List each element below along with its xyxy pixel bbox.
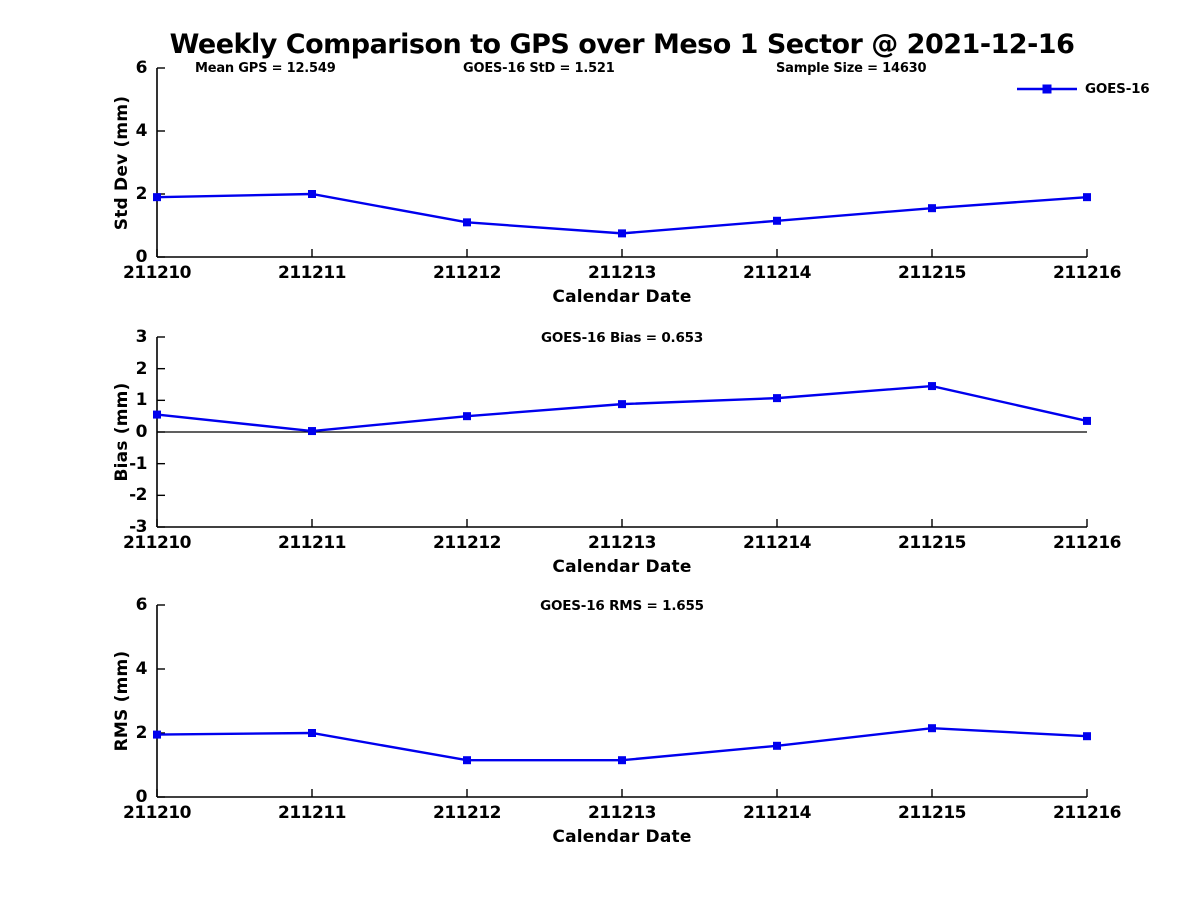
y-axis-label-std-dev: Std Dev (mm) xyxy=(112,95,132,230)
series-marker xyxy=(1083,193,1091,202)
series-marker xyxy=(928,382,936,391)
x-tick-label: 211212 xyxy=(433,533,501,553)
series-marker xyxy=(153,193,161,202)
annotation-goes-std: GOES-16 StD = 1.521 xyxy=(463,61,615,76)
series-marker xyxy=(618,229,626,238)
series-line-goes-16 xyxy=(156,384,1088,433)
x-tick-label: 211210 xyxy=(123,803,191,823)
series-marker xyxy=(1083,732,1091,741)
annotation-sample-size: Sample Size = 14630 xyxy=(776,61,927,76)
y-tick-label: -2 xyxy=(129,485,147,506)
series-marker xyxy=(773,216,781,225)
legend: GOES-16 xyxy=(1016,81,1150,97)
series-marker xyxy=(773,741,781,750)
x-tick-label: 211211 xyxy=(278,263,346,283)
series-marker xyxy=(308,729,316,737)
x-tick-label: 211213 xyxy=(588,803,656,823)
y-tick-label: 2 xyxy=(135,358,148,379)
series-marker xyxy=(153,410,161,419)
x-tick-label: 211210 xyxy=(123,263,191,283)
y-tick-label: 0 xyxy=(135,787,148,807)
y-tick-label: 0 xyxy=(135,422,148,442)
y-tick-label: 6 xyxy=(135,595,148,615)
x-axis-label-rms: Calendar Date xyxy=(552,827,692,847)
series-marker xyxy=(463,756,471,765)
x-tick-label: 211212 xyxy=(433,263,501,283)
x-tick-label: 211212 xyxy=(433,803,501,823)
x-tick-label: 211215 xyxy=(898,803,966,823)
x-tick-label: 211214 xyxy=(743,263,811,283)
x-axis-label-bias: Calendar Date xyxy=(552,557,692,577)
series-line-goes-16 xyxy=(156,192,1088,235)
series-marker xyxy=(618,400,626,409)
legend-line-marker-icon xyxy=(1017,84,1077,94)
x-tick-label: 211216 xyxy=(1053,803,1121,823)
x-tick-label: 211214 xyxy=(743,803,811,823)
series-marker xyxy=(308,427,316,436)
plot-area-std-dev xyxy=(153,67,1091,258)
y-tick-label: -3 xyxy=(129,517,147,537)
series-marker xyxy=(153,730,161,739)
figure-title: Weekly Comparison to GPS over Meso 1 Sec… xyxy=(169,29,1075,60)
series-marker xyxy=(928,724,936,733)
series-marker xyxy=(463,412,471,421)
x-tick-label: 211211 xyxy=(278,803,346,823)
series-marker xyxy=(463,218,471,227)
x-tick-label: 211215 xyxy=(898,533,966,553)
series-marker xyxy=(308,190,316,198)
y-tick-label: 2 xyxy=(135,723,148,743)
x-axis-label-std-dev: Calendar Date xyxy=(552,287,692,307)
plot-area-rms xyxy=(153,604,1091,798)
y-tick-label: 4 xyxy=(135,659,148,679)
series-marker xyxy=(928,204,936,213)
y-tick-label: 0 xyxy=(135,247,148,267)
y-axis-label-rms: RMS (mm) xyxy=(112,650,132,752)
x-tick-label: 211216 xyxy=(1053,263,1121,283)
y-tick-label: -1 xyxy=(129,453,147,474)
y-tick-label: 4 xyxy=(135,121,148,141)
legend-label: GOES-16 xyxy=(1085,81,1150,97)
annotation-mean-gps: Mean GPS = 12.549 xyxy=(195,61,336,76)
series-marker xyxy=(618,756,626,765)
x-tick-label: 211213 xyxy=(588,533,656,553)
series-line-goes-16 xyxy=(156,726,1088,762)
x-tick-label: 211213 xyxy=(588,263,656,283)
y-tick-label: 1 xyxy=(135,390,148,411)
series-marker xyxy=(1083,416,1091,425)
x-tick-label: 211211 xyxy=(278,533,346,553)
x-tick-label: 211215 xyxy=(898,263,966,283)
x-tick-label: 211216 xyxy=(1053,533,1121,553)
subplot-title-rms: GOES-16 RMS = 1.655 xyxy=(540,598,704,614)
series-marker xyxy=(773,394,781,403)
plot-area-bias xyxy=(153,336,1091,528)
y-tick-label: 2 xyxy=(135,184,148,204)
x-tick-label: 211210 xyxy=(123,533,191,553)
y-tick-label: 3 xyxy=(135,327,148,347)
x-tick-label: 211214 xyxy=(743,533,811,553)
subplot-title-bias: GOES-16 Bias = 0.653 xyxy=(540,330,704,346)
y-tick-label: 6 xyxy=(135,58,148,78)
